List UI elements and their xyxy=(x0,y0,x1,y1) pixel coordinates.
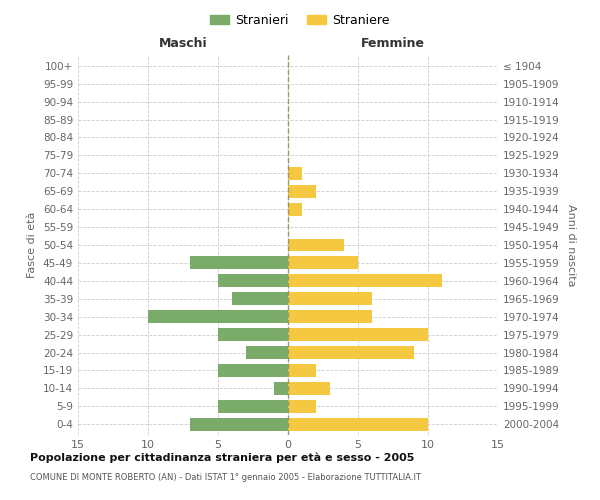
Bar xyxy=(288,292,372,305)
Bar xyxy=(288,364,316,377)
Bar xyxy=(288,418,428,430)
Bar xyxy=(288,274,442,287)
Bar xyxy=(218,328,288,341)
Text: Popolazione per cittadinanza straniera per età e sesso - 2005: Popolazione per cittadinanza straniera p… xyxy=(30,452,415,463)
Bar xyxy=(218,274,288,287)
Bar xyxy=(190,418,288,430)
Y-axis label: Anni di nascita: Anni di nascita xyxy=(566,204,576,286)
Bar xyxy=(288,346,414,359)
Bar xyxy=(288,382,330,395)
Bar xyxy=(232,292,288,305)
Bar xyxy=(246,346,288,359)
Y-axis label: Fasce di età: Fasce di età xyxy=(28,212,37,278)
Bar xyxy=(274,382,288,395)
Bar xyxy=(288,328,428,341)
Bar xyxy=(288,256,358,270)
Bar xyxy=(218,364,288,377)
Bar xyxy=(288,185,316,198)
Text: COMUNE DI MONTE ROBERTO (AN) - Dati ISTAT 1° gennaio 2005 - Elaborazione TUTTITA: COMUNE DI MONTE ROBERTO (AN) - Dati ISTA… xyxy=(30,472,421,482)
Legend: Stranieri, Straniere: Stranieri, Straniere xyxy=(205,8,395,32)
Bar xyxy=(288,202,302,215)
Bar xyxy=(218,400,288,413)
Text: Maschi: Maschi xyxy=(158,36,208,50)
Bar xyxy=(288,238,344,252)
Bar xyxy=(288,400,316,413)
Bar xyxy=(190,256,288,270)
Bar xyxy=(148,310,288,323)
Text: Femmine: Femmine xyxy=(361,36,425,50)
Bar xyxy=(288,167,302,180)
Bar xyxy=(288,310,372,323)
